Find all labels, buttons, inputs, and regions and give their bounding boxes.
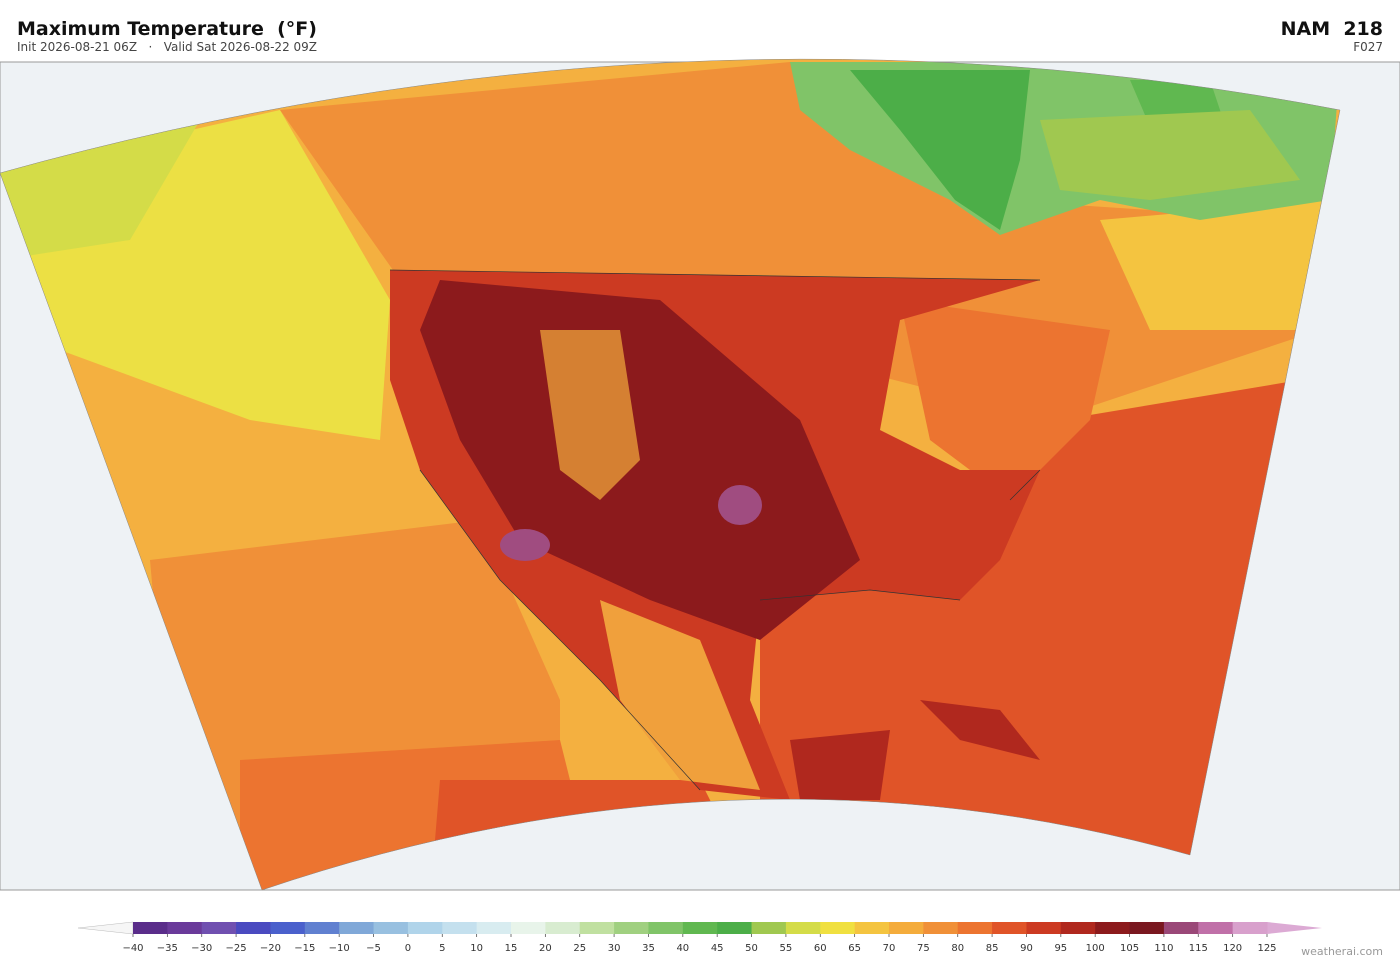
colorbar-tick-label: 35 <box>642 943 655 954</box>
colorbar-segment <box>476 922 512 934</box>
credit: weatherai.com <box>1301 945 1383 958</box>
colorbar-tick-label: 55 <box>780 943 793 954</box>
colorbar-tick-label: −40 <box>122 943 143 954</box>
colorbar-tick-label: 40 <box>676 943 689 954</box>
colorbar-segment <box>304 922 340 934</box>
colorbar-tick-label: 15 <box>505 943 518 954</box>
colorbar-segment <box>373 922 409 934</box>
colorbar-segment <box>889 922 924 934</box>
forecast: F027 <box>1353 40 1383 54</box>
colorbar-tick-label: −5 <box>366 943 381 954</box>
colorbar-tick-label: 20 <box>539 943 552 954</box>
colorbar-over <box>1267 922 1322 934</box>
colorbar-segment <box>751 922 787 934</box>
colorbar-tick-label: 65 <box>848 943 861 954</box>
colorbar-segment <box>201 922 237 934</box>
colorbar-tick-label: 5 <box>439 943 445 954</box>
colorbar-tick-label: 50 <box>745 943 758 954</box>
colorbar-segment <box>407 922 443 934</box>
colorbar-tick-label: 110 <box>1154 943 1173 954</box>
colorbar-segment <box>1198 922 1234 934</box>
colorbar-segment <box>614 922 649 934</box>
colorbar-tick-label: 100 <box>1086 943 1105 954</box>
colorbar: −40 −35 −30 −25 −20 −15 −10 −5 0 5 10 15 20 25 30 35 40 4… <box>77 921 1322 954</box>
title: Maximum Temperature (°F) <box>17 18 317 40</box>
colorbar-tick-label: −10 <box>329 943 350 954</box>
model: NAM 218 <box>1281 18 1383 40</box>
subtitle: Init 2026-08-21 06Z · Valid Sat 2026-08-… <box>17 40 317 54</box>
colorbar-segment <box>1232 922 1268 934</box>
colorbar-segment <box>1026 922 1062 934</box>
colorbar-segment <box>511 922 546 934</box>
colorbar-tick-label: 10 <box>470 943 483 954</box>
colorbar-segment <box>854 922 890 934</box>
colorbar-tick-label: 0 <box>405 943 411 954</box>
colorbar-tick-label: 95 <box>1054 943 1067 954</box>
colorbar-segment <box>339 922 375 934</box>
colorbar-tick-label: 105 <box>1120 943 1139 954</box>
colorbar-tick-label: −25 <box>226 943 247 954</box>
colorbar-tick-label: 45 <box>711 943 724 954</box>
colorbar-tick-label: −20 <box>260 943 281 954</box>
colorbar-segment <box>1163 922 1199 934</box>
colorbar-segment <box>167 922 203 934</box>
colorbar-segment <box>820 922 856 934</box>
colorbar-tick-label: −30 <box>191 943 212 954</box>
colorbar-segment <box>992 922 1027 934</box>
colorbar-segment <box>579 922 615 934</box>
colorbar-segment <box>133 922 168 934</box>
colorbar-tick-label: 60 <box>814 943 827 954</box>
colorbar-tick-label: 70 <box>883 943 896 954</box>
colorbar-tick-label: 115 <box>1189 943 1208 954</box>
colorbar-segment <box>545 922 581 934</box>
colorbar-segment <box>957 922 993 934</box>
colorbar-tick-label: 90 <box>1020 943 1033 954</box>
colorbar-segment <box>923 922 959 934</box>
colorbar-segment <box>1095 922 1131 934</box>
colorbar-tick-label: 80 <box>951 943 964 954</box>
colorbar-tick-label: 30 <box>608 943 621 954</box>
colorbar-segment <box>682 922 718 934</box>
colorbar-tick-label: 125 <box>1257 943 1276 954</box>
colorbar-segment <box>1060 922 1096 934</box>
colorbar-tick-label: −35 <box>157 943 178 954</box>
colorbar-segment <box>717 922 753 934</box>
colorbar-segment <box>270 922 306 934</box>
colorbar-segment <box>648 922 684 934</box>
colorbar-tick-label: 75 <box>917 943 930 954</box>
colorbar-tick-label: 85 <box>986 943 999 954</box>
colorbar-under <box>77 921 134 935</box>
colorbar-segment <box>236 922 271 934</box>
colorbar-tick-label: 25 <box>573 943 586 954</box>
colorbar-segment <box>442 922 478 934</box>
colorbar-tick-label: −15 <box>294 943 315 954</box>
colorbar-tick-label: 120 <box>1223 943 1242 954</box>
map <box>0 58 1400 891</box>
colorbar-segment <box>785 922 821 934</box>
colorbar-segment <box>1129 922 1165 934</box>
